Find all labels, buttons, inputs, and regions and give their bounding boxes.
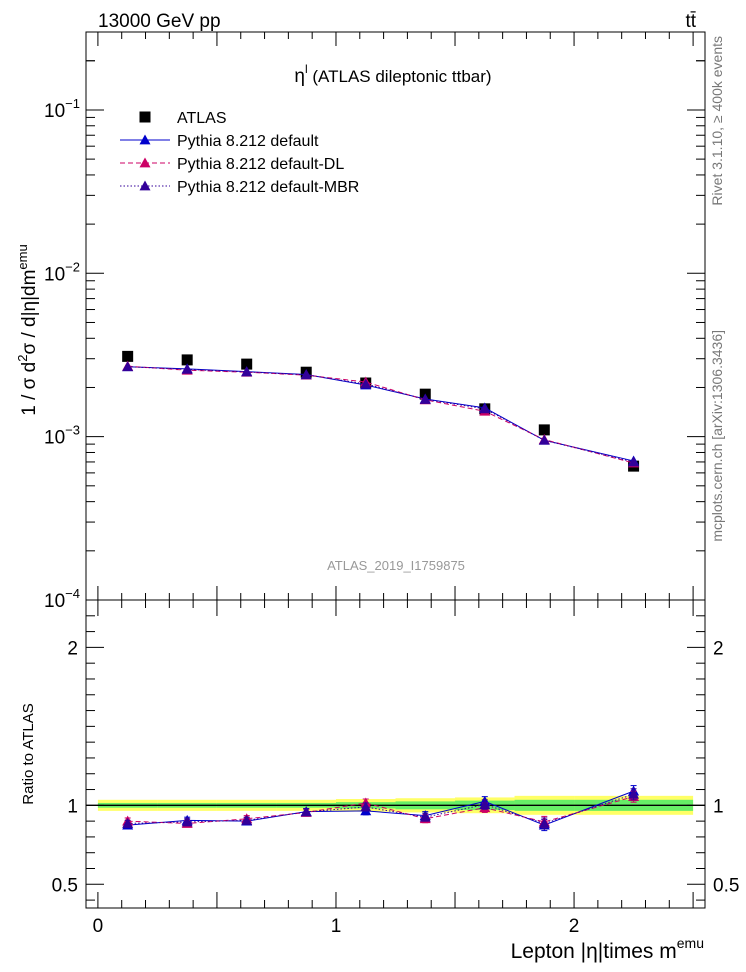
ratio-ytick-label: 1 [67, 796, 78, 817]
ratio-ytick-label-right: 0.5 [713, 875, 739, 896]
ratio-xtick-label: 1 [331, 916, 342, 937]
default_mbr-point [360, 378, 372, 389]
default_mbr-ratio-point [360, 801, 372, 812]
main-title-sup: l [305, 62, 308, 76]
default-line [127, 366, 634, 462]
legend-default-marker [139, 134, 151, 145]
main-ylabel-sup1: 2 [15, 355, 30, 362]
default_mbr-point [300, 369, 312, 380]
default_mbr-ratio-point [538, 817, 550, 828]
ratio-xtick-label: 2 [569, 916, 580, 937]
default_mbr-point [241, 366, 253, 377]
legend-default_dl-marker [139, 157, 151, 168]
main-ytick-label: 10−4 [44, 586, 80, 612]
ratio-xlabel-sup: emu [677, 935, 704, 951]
legend-atlas-marker [139, 111, 151, 123]
main-title-eta: η [294, 66, 305, 87]
ratio-bands [86, 795, 705, 815]
default_mbr-point [122, 361, 134, 372]
default_mbr-point [479, 403, 491, 414]
ratio-marks [122, 785, 640, 832]
default_mbr-ratio-point [479, 799, 491, 809]
ytick-exp: −1 [65, 96, 80, 111]
main-ytick-label: 10−1 [44, 96, 80, 122]
rivet-label: Rivet 3.1.10, ≥ 400k events [709, 36, 725, 206]
main-title: ηl (ATLAS dileptonic ttbar) [294, 62, 491, 87]
ytick-base: 10 [44, 264, 65, 285]
source-label: mcplots.cern.ch [arXiv:1306.3436] [709, 330, 725, 542]
legend-default-label: Pythia 8.212 default [177, 133, 319, 150]
ratio-xlabel-main: Lepton |η|times m [511, 940, 677, 963]
atlas-point [122, 350, 134, 362]
ytick-exp: −3 [65, 423, 80, 438]
ratio-ytick-label: 2 [67, 638, 78, 659]
ytick-base: 10 [44, 591, 65, 612]
default_mbr-point [628, 456, 640, 467]
legend-default_mbr-marker [139, 180, 151, 191]
process-label: tt̄ [685, 11, 696, 32]
default_mbr-point [181, 363, 193, 374]
main-ylabel-part2: σ / d|η|dm [19, 270, 40, 355]
default_mbr-ratio-point [628, 788, 640, 799]
legend: ATLAS Pythia 8.212 default Pythia 8.212 de… [120, 110, 359, 196]
watermark: ATLAS_2019_I1759875 [327, 558, 465, 573]
default_mbr-line [127, 366, 634, 463]
ratio-frame [85, 599, 706, 909]
main-ylabel-part1: 1 / σ d [19, 362, 40, 416]
default_mbr-ratio-point [122, 817, 134, 828]
default_mbr-ratio-point [300, 806, 312, 817]
ytick-base: 10 [44, 101, 65, 122]
default_dl-line [127, 365, 634, 464]
legend-default_dl-label: Pythia 8.212 default-DL [177, 156, 344, 173]
ratio-axes: 0 1 2 0.5 0.5 1 1 2 2 [52, 599, 739, 937]
ytick-base: 10 [44, 428, 65, 449]
ratio-ytick-label-right: 1 [713, 796, 724, 817]
ratio-ytick-label-right: 2 [713, 638, 724, 659]
main-panel: 10−110−210−310−4 1 / σ d2σ / d|η|dmemu η… [15, 31, 706, 612]
atlas-point [241, 358, 253, 370]
main-ytick-label: 10−2 [44, 259, 80, 285]
ytick-exp: −4 [65, 586, 80, 601]
ratio-panel: 0 1 2 0.5 0.5 1 1 2 2 Ratio to ATLAS Lepton |η|t… [20, 599, 739, 963]
legend-atlas-label: ATLAS [177, 110, 227, 127]
main-marks [122, 350, 640, 472]
ratio-ytick-label: 0.5 [52, 875, 78, 896]
atlas-point [181, 354, 193, 366]
ratio-xlabel: Lepton |η|times memu [511, 935, 704, 963]
ratio-ylabel: Ratio to ATLAS [20, 703, 37, 804]
main-ytick-label: 10−3 [44, 423, 80, 449]
main-title-rest: (ATLAS dileptonic ttbar) [308, 67, 492, 86]
legend-default_mbr-label: Pythia 8.212 default-MBR [177, 179, 359, 196]
atlas-point [538, 424, 550, 436]
default_mbr-point [419, 393, 431, 404]
ytick-exp: −2 [65, 259, 80, 274]
energy-label: 13000 GeV pp [98, 11, 221, 32]
main-ylabel-sup2: emu [15, 244, 30, 269]
default_mbr-point [538, 434, 550, 445]
ratio-xtick-label: 0 [93, 916, 104, 937]
default_mbr-ratio-point [181, 816, 193, 827]
default_mbr-ratio-point [241, 814, 253, 825]
main-ylabel: 1 / σ d2σ / d|η|dmemu [15, 244, 40, 415]
default_dl-ratio-line [127, 796, 634, 824]
default_mbr-ratio-point [419, 811, 431, 822]
